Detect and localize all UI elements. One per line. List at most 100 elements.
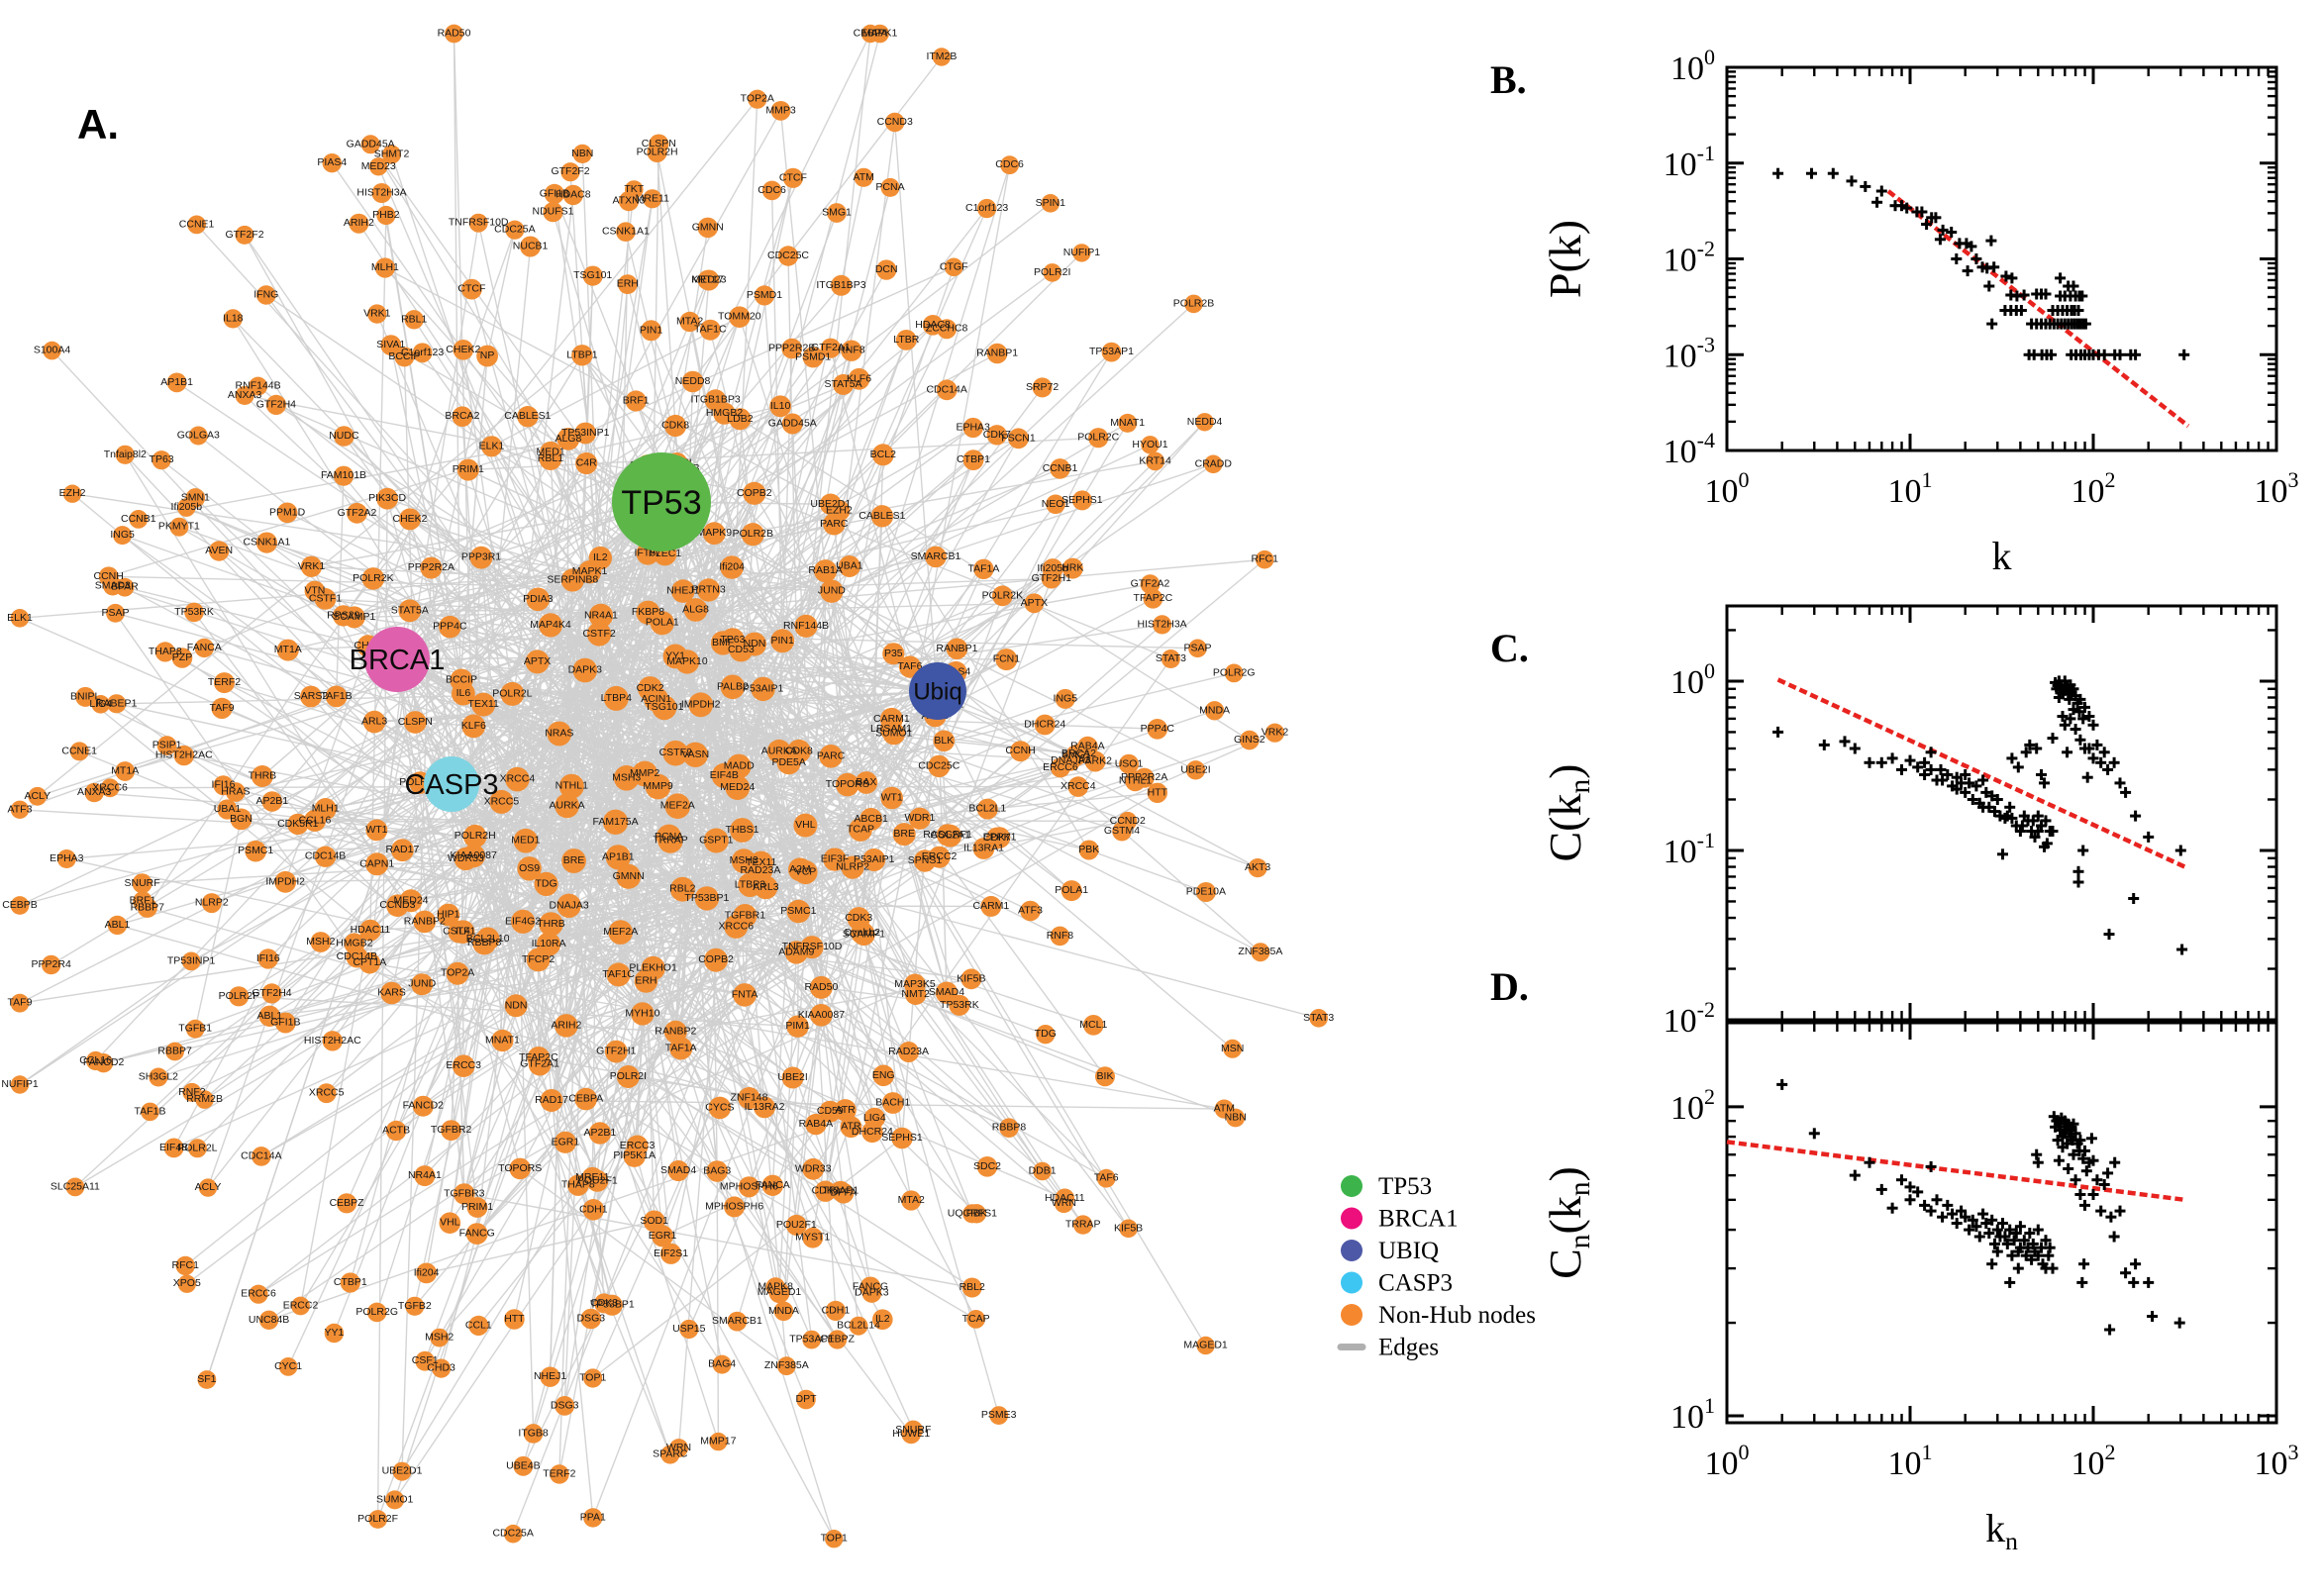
network-edge bbox=[193, 611, 412, 902]
gene-label: MAGED1 bbox=[1183, 1340, 1228, 1351]
gene-label: EZH2 bbox=[826, 504, 853, 516]
gene-label: HIST2H3A bbox=[1138, 618, 1187, 630]
network-node bbox=[359, 919, 381, 942]
network-node bbox=[1101, 342, 1122, 362]
gene-label: TGFB2 bbox=[398, 1300, 432, 1312]
network-node bbox=[696, 578, 721, 602]
network-node bbox=[314, 846, 337, 867]
x-tick-label: 102 bbox=[2071, 467, 2116, 510]
gene-label: PPP3R1 bbox=[461, 551, 501, 563]
network-node bbox=[252, 1147, 271, 1166]
network-node bbox=[937, 319, 958, 340]
network-node bbox=[1147, 782, 1168, 803]
network-node bbox=[1119, 753, 1139, 774]
network-node bbox=[928, 846, 951, 868]
gene-label: TOP2A bbox=[441, 967, 474, 979]
network-node bbox=[1083, 1015, 1104, 1036]
network-node bbox=[986, 827, 1008, 849]
gene-label: LTBP4 bbox=[601, 692, 632, 704]
network-node bbox=[980, 895, 1002, 917]
gene-label: GMNN bbox=[613, 870, 645, 882]
network-node bbox=[1161, 649, 1180, 668]
gene-label: MAPK8 bbox=[758, 1281, 793, 1293]
network-edge bbox=[287, 649, 338, 697]
network-node bbox=[93, 1053, 114, 1073]
network-node bbox=[1055, 1188, 1075, 1209]
network-node bbox=[10, 993, 30, 1013]
gene-label: PDE5A bbox=[771, 756, 805, 768]
gene-label: XRCC5 bbox=[309, 1087, 345, 1099]
network-node bbox=[526, 587, 551, 612]
gene-label: RBL1 bbox=[538, 452, 563, 464]
gene-label: FAM101B bbox=[321, 469, 366, 481]
y-tick-label: 10-1 bbox=[1664, 828, 1715, 870]
network-edge bbox=[538, 958, 676, 1033]
network-node bbox=[476, 345, 498, 367]
gene-label: TAF1A bbox=[967, 562, 999, 574]
gene-label: LTBR bbox=[893, 334, 919, 346]
network-edge bbox=[451, 615, 602, 785]
network-edge bbox=[847, 459, 974, 785]
network-node bbox=[1140, 574, 1161, 594]
network-node bbox=[847, 907, 870, 931]
network-node bbox=[480, 436, 503, 457]
network-edge bbox=[715, 641, 783, 842]
gene-label: MNAT1 bbox=[1110, 417, 1145, 429]
legend: TP53 BRCA1 UBIQ CASP3 Non-Hub nodes Edges bbox=[1337, 1173, 1536, 1361]
gene-label: NLRP2 bbox=[195, 897, 229, 909]
gene-label: STAT5A bbox=[825, 378, 862, 390]
network-node bbox=[187, 1139, 207, 1158]
network-node bbox=[1061, 557, 1083, 579]
gene-label: PKMYT1 bbox=[158, 521, 200, 533]
network-node bbox=[892, 823, 916, 847]
gene-label: MED24 bbox=[720, 781, 755, 793]
gene-label: COL2A1 bbox=[931, 830, 970, 842]
gene-label: NEDD4 bbox=[1187, 416, 1223, 428]
network-node bbox=[75, 686, 96, 707]
network-node bbox=[107, 694, 127, 714]
gene-label: CABLES1 bbox=[504, 410, 551, 422]
network-node bbox=[129, 510, 149, 529]
network-node bbox=[261, 983, 282, 1004]
network-node bbox=[454, 1183, 475, 1205]
gene-label: POLR2I bbox=[610, 1070, 647, 1082]
gene-label: SNURF bbox=[895, 1424, 931, 1436]
gene-label: POLR2B bbox=[733, 528, 773, 540]
gene-label: ZCCHC8 bbox=[926, 323, 968, 335]
network-edge bbox=[548, 943, 644, 1015]
gene-label: NBN bbox=[571, 148, 593, 159]
network-node bbox=[171, 648, 193, 668]
network-node bbox=[703, 828, 729, 853]
network-node bbox=[761, 1174, 783, 1197]
gene-label: BAG4 bbox=[708, 1358, 736, 1370]
gene-label: ERCC6 bbox=[1043, 761, 1078, 773]
network-node bbox=[928, 754, 951, 778]
gene-label: WT1 bbox=[365, 824, 387, 836]
y-tick-label: 10-2 bbox=[1664, 997, 1715, 1040]
gene-label: MMP9 bbox=[643, 780, 672, 792]
gene-label: RANBP2 bbox=[655, 1026, 696, 1038]
network-node bbox=[1046, 494, 1065, 515]
gene-label: RAB1A bbox=[808, 564, 842, 576]
gene-label: PARC bbox=[820, 518, 849, 530]
gene-label: BNIPL bbox=[70, 690, 101, 702]
network-edge bbox=[386, 497, 939, 692]
gene-label: PPM1D bbox=[269, 506, 306, 518]
network-node bbox=[841, 855, 864, 879]
gene-label: ABL1 bbox=[105, 919, 131, 931]
gene-label: FKBP8 bbox=[632, 606, 664, 618]
network-node bbox=[534, 871, 558, 897]
network-edge bbox=[740, 418, 1251, 742]
network-node bbox=[827, 203, 847, 223]
gene-label: CEBPA bbox=[568, 1093, 603, 1105]
network-node bbox=[523, 1424, 544, 1444]
gene-label: ATR bbox=[841, 1121, 861, 1133]
legend-item-non-hub-nodes: Non-Hub nodes bbox=[1341, 1302, 1536, 1329]
gene-label: POLR2H bbox=[637, 146, 678, 157]
network-node bbox=[830, 1180, 852, 1201]
gene-label: PSIP1 bbox=[152, 740, 182, 751]
network-node bbox=[708, 1096, 732, 1120]
gene-label: ALG8 bbox=[682, 604, 709, 616]
network-node bbox=[636, 600, 660, 625]
network-edge bbox=[19, 590, 684, 907]
